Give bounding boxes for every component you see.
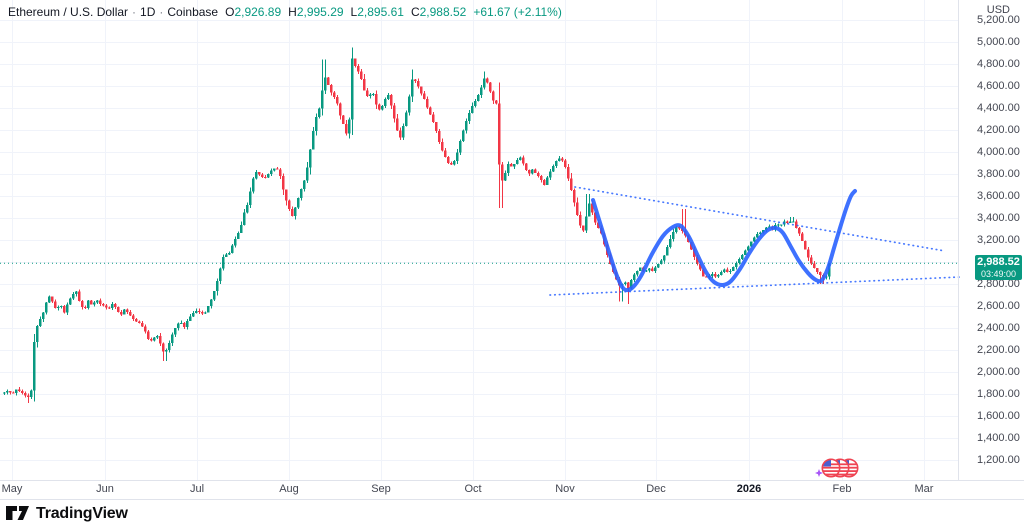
price-tick-label: 2,200.00	[977, 344, 1020, 356]
month-label: Oct	[464, 483, 482, 495]
month-label: Sep	[371, 483, 391, 495]
price-tick-label: 4,200.00	[977, 124, 1020, 136]
last-price-value: 2,988.52	[977, 256, 1020, 268]
price-tick-label: 4,000.00	[977, 146, 1020, 158]
price-tick-label: 3,600.00	[977, 190, 1020, 202]
open-value: 2,926.89	[234, 5, 282, 19]
bottom-toolbar-border	[0, 499, 1024, 500]
trendline-lower[interactable]	[549, 276, 961, 296]
flag-circle-emoji	[821, 458, 859, 478]
close-value: 2,988.52	[419, 5, 467, 19]
tradingview-logo[interactable]: TradingView	[6, 503, 128, 523]
open-label: O	[225, 5, 235, 19]
us-flag-emoji-stickers[interactable]	[808, 452, 878, 486]
price-tick-label: 1,600.00	[977, 410, 1020, 422]
price-axis-border	[958, 0, 959, 480]
trendline-upper[interactable]	[574, 186, 946, 252]
month-label: Dec	[646, 483, 666, 495]
symbol-header: Ethereum / U.S. Dollar · 1D · Coinbase O2,926…	[8, 5, 562, 19]
brush-wave-drawing[interactable]	[591, 189, 857, 293]
separator-dot: ·	[159, 5, 164, 19]
currency-label[interactable]: USD	[986, 4, 1010, 16]
low-value: 2,895.61	[357, 5, 404, 19]
symbol-title[interactable]: Ethereum / U.S. Dollar	[8, 5, 129, 19]
time-axis-border	[0, 480, 1024, 481]
price-tick-label: 2,800.00	[977, 278, 1020, 290]
price-tick-label: 1,200.00	[977, 454, 1020, 466]
high-value: 2,995.29	[296, 5, 344, 19]
time-axis[interactable]: May Jun Jul Aug Sep Oct Nov Dec 2026 Feb Mar	[0, 480, 958, 499]
tradingview-logo-mark	[6, 506, 29, 520]
change-value: +61.67 (+2.11%)	[473, 5, 562, 19]
price-tick-label: 3,800.00	[977, 168, 1020, 180]
price-tick-label: 2,600.00	[977, 300, 1020, 312]
price-axis[interactable]: 5,200.00 5,000.00 4,800.00 4,600.00 4,400.00…	[977, 0, 1024, 480]
price-tick-label: 3,200.00	[977, 234, 1020, 246]
month-label: 2026	[736, 483, 762, 495]
price-tick-label: 1,400.00	[977, 432, 1020, 444]
month-label: Jun	[96, 483, 114, 495]
price-tick-label: 4,400.00	[977, 102, 1020, 114]
exchange-label[interactable]: Coinbase	[167, 5, 219, 19]
candles	[3, 47, 831, 403]
price-tick-label: 4,600.00	[977, 80, 1020, 92]
price-tick-label: 1,800.00	[977, 388, 1020, 400]
bar-countdown: 03:49:00	[980, 269, 1017, 279]
price-tick-label: 3,400.00	[977, 212, 1020, 224]
low-label: L	[350, 5, 358, 19]
grid	[0, 0, 958, 480]
price-tick-label: 2,000.00	[977, 366, 1020, 378]
price-tick-label: 5,000.00	[977, 36, 1020, 48]
month-label: May	[1, 483, 23, 495]
month-label: Aug	[279, 483, 299, 495]
tradingview-logo-text: TradingView	[36, 505, 128, 522]
close-label: C	[410, 5, 420, 19]
last-price-badge: 2,988.52 03:49:00	[975, 255, 1022, 280]
month-label: Nov	[555, 483, 575, 495]
sparkle-icon	[815, 469, 823, 477]
month-label: Jul	[189, 483, 205, 495]
separator-dot: ·	[132, 5, 137, 19]
price-tick-label: 2,400.00	[977, 322, 1020, 334]
interval-label[interactable]: 1D	[140, 5, 156, 19]
price-tick-label: 5,200.00	[977, 14, 1020, 26]
month-label: Feb	[832, 483, 852, 495]
price-tick-label: 4,800.00	[977, 58, 1020, 70]
high-label: H	[288, 5, 297, 19]
month-label: Mar	[914, 483, 934, 495]
